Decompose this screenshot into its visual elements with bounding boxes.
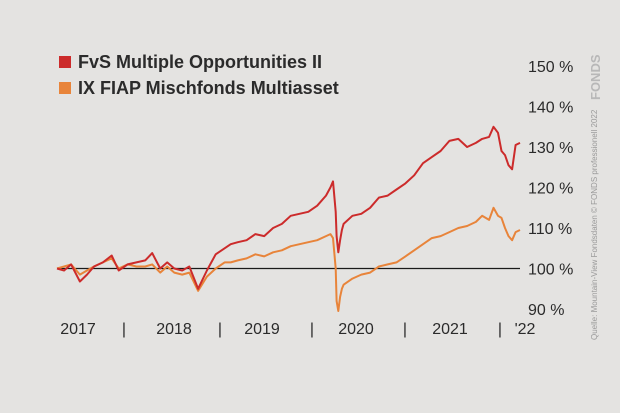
source-credit-text: Quelle: Mountain-View Fondsdaten © FONDS… — [590, 109, 599, 340]
y-tick-label: 140 % — [528, 100, 573, 117]
x-tick-label: 2017 — [60, 321, 96, 338]
x-tick-label: 2020 — [338, 321, 374, 338]
y-tick-label: 130 % — [528, 140, 573, 157]
chart-legend: FvS Multiple Opportunities II IX FIAP Mi… — [59, 52, 339, 98]
x-tick-label: 2019 — [244, 321, 280, 338]
y-tick-label: 110 % — [528, 221, 572, 238]
legend-label-ix-fiap: IX FIAP Mischfonds Multiasset — [78, 78, 339, 98]
x-tick-label: | — [498, 321, 502, 338]
x-tick-label: 2018 — [156, 321, 192, 338]
legend-swatch-fvs — [59, 56, 71, 68]
y-tick-label: 150 % — [528, 59, 573, 76]
y-tick-label: 100 % — [528, 262, 573, 279]
series-line-ix-fiap — [56, 206, 521, 312]
series-line-fvs — [56, 125, 521, 290]
x-tick-label: '22 — [515, 321, 536, 338]
x-tick-label: | — [122, 321, 126, 338]
x-tick-label: | — [403, 321, 407, 338]
x-tick-label: | — [218, 321, 222, 338]
fonds-brand-mark: FONDS — [588, 54, 603, 100]
x-axis-labels: 2017 | 2018 | 2019 | 2020 | 2021 | '22 — [60, 321, 535, 338]
x-tick-label: 2021 — [432, 321, 468, 338]
legend-swatch-ix-fiap — [59, 82, 71, 94]
y-tick-label: 120 % — [528, 181, 573, 198]
x-tick-label: | — [310, 321, 314, 338]
series-lines — [56, 125, 521, 312]
legend-label-fvs: FvS Multiple Opportunities II — [78, 52, 322, 72]
y-tick-label: 90 % — [528, 302, 564, 319]
y-axis-labels: 150 % 140 % 130 % 120 % 110 % 100 % 90 % — [528, 59, 573, 319]
